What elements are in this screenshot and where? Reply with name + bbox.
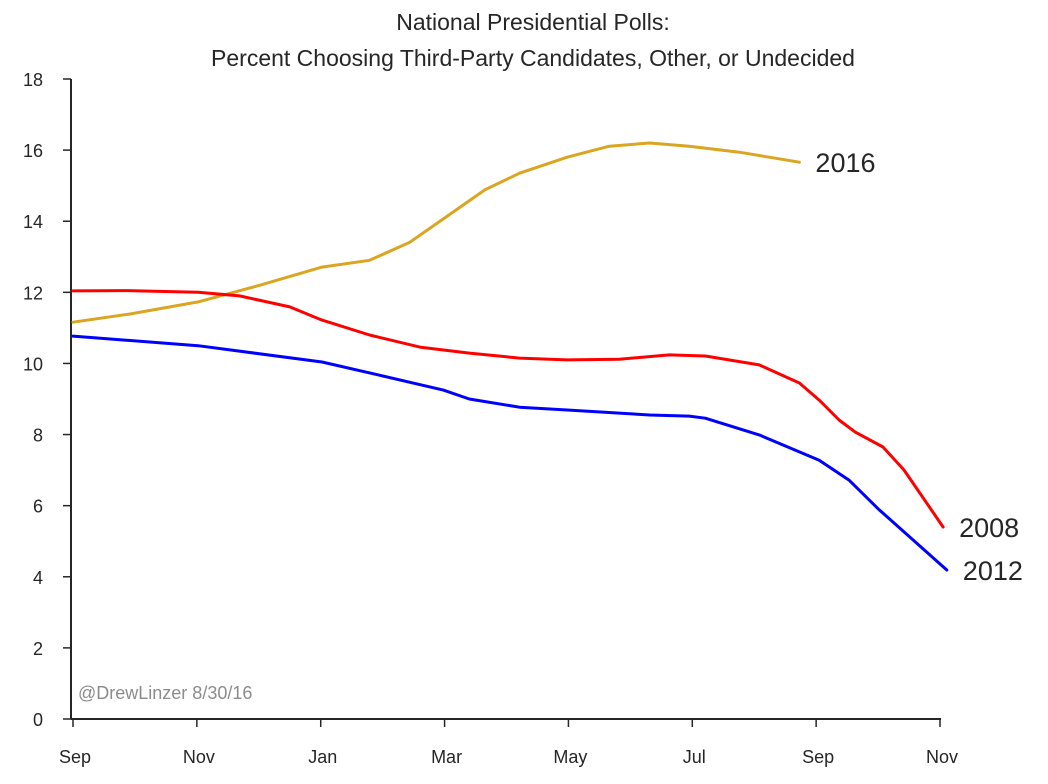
x-tick-label: Nov (183, 747, 215, 767)
x-tick-label: Nov (926, 747, 958, 767)
chart-title-line-1: National Presidential Polls: (396, 9, 670, 35)
chart-title-line-2: Percent Choosing Third-Party Candidates,… (211, 45, 855, 71)
y-tick-label: 18 (23, 70, 43, 90)
y-tick-label: 16 (23, 141, 43, 161)
y-tick-label: 4 (33, 568, 43, 588)
x-tick-label: Jan (308, 747, 337, 767)
y-tick-label: 12 (23, 283, 43, 303)
series-line-2008 (71, 289, 945, 529)
watermark: @DrewLinzer 8/30/16 (78, 683, 252, 703)
series-label-2008: 2008 (959, 513, 1019, 543)
series-label-2012: 2012 (963, 556, 1023, 586)
y-tick-label: 10 (23, 354, 43, 374)
y-tick-label: 14 (23, 212, 43, 232)
x-tick-label: May (553, 747, 587, 767)
y-tick-label: 0 (33, 710, 43, 730)
series-line-2012 (71, 334, 949, 572)
series-line-2016 (71, 141, 801, 324)
y-tick-label: 2 (33, 639, 43, 659)
y-tick-label: 6 (33, 497, 43, 517)
series-label-2016: 2016 (815, 148, 875, 178)
y-tick-label: 8 (33, 426, 43, 446)
x-tick-label: Sep (802, 747, 834, 767)
x-tick-label: Mar (431, 747, 462, 767)
x-tick-label: Jul (683, 747, 706, 767)
x-tick-label: Sep (59, 747, 91, 767)
